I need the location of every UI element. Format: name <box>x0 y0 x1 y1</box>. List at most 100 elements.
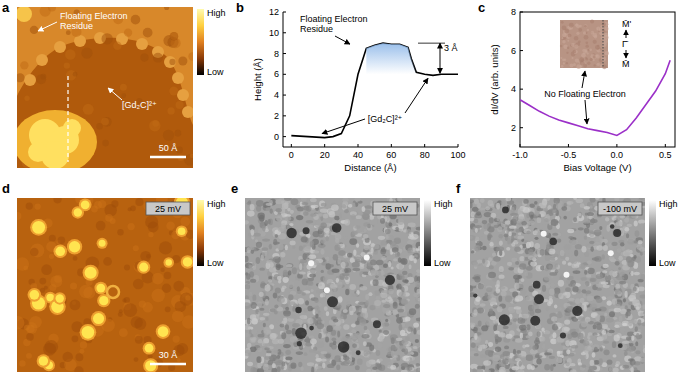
texture <box>347 301 351 306</box>
texture <box>392 221 396 225</box>
scale-bar <box>150 363 186 366</box>
texture <box>24 325 30 331</box>
texture <box>188 52 193 60</box>
texture <box>488 200 494 206</box>
texture <box>307 362 314 366</box>
texture <box>358 302 366 305</box>
texture <box>17 257 29 271</box>
texture <box>310 213 316 217</box>
texture <box>413 328 416 334</box>
texture <box>379 329 382 332</box>
texture <box>534 201 538 205</box>
stm-image <box>245 198 420 372</box>
image-bg <box>17 7 193 168</box>
colorbar-label: Low <box>207 67 224 77</box>
texture <box>319 312 323 317</box>
texture <box>182 315 193 328</box>
texture <box>620 326 624 333</box>
colorbar-label: High <box>207 199 226 209</box>
panel-label: f <box>456 181 461 196</box>
adsorbate <box>56 294 64 302</box>
profile-line <box>67 76 68 162</box>
texture <box>310 339 317 345</box>
adsorbate <box>85 267 97 279</box>
texture <box>185 295 190 300</box>
texture <box>360 313 365 317</box>
stm-image <box>470 198 645 372</box>
texture <box>578 227 584 230</box>
texture <box>270 209 273 214</box>
adsorbate-halo <box>37 354 51 368</box>
texture <box>263 364 269 371</box>
dark-spot <box>385 275 395 285</box>
residue-bump <box>54 41 66 53</box>
texture <box>26 333 34 341</box>
texture <box>178 56 187 65</box>
texture <box>245 350 251 356</box>
adsorbate <box>55 246 65 256</box>
texture <box>392 310 398 315</box>
texture <box>608 275 611 281</box>
texture <box>275 208 281 212</box>
texture <box>148 222 159 233</box>
texture <box>391 350 394 356</box>
texture <box>133 279 144 290</box>
texture <box>374 300 381 306</box>
texture <box>246 273 250 280</box>
adsorbate <box>183 257 193 267</box>
texture <box>354 225 360 229</box>
texture <box>641 322 645 326</box>
texture <box>352 231 358 235</box>
texture <box>284 202 289 209</box>
texture <box>160 268 165 273</box>
texture <box>416 227 420 231</box>
texture <box>381 323 386 327</box>
texture <box>585 319 591 322</box>
colorbar-label: High <box>207 8 226 18</box>
texture <box>331 338 336 342</box>
texture <box>383 304 390 308</box>
texture <box>49 254 54 259</box>
texture <box>301 198 307 201</box>
texture <box>344 276 350 282</box>
texture <box>391 345 396 352</box>
texture <box>365 205 372 209</box>
texture <box>256 356 261 363</box>
texture <box>269 267 276 272</box>
adsorbate <box>74 208 82 216</box>
texture <box>250 279 256 283</box>
texture <box>265 299 269 305</box>
texture <box>368 292 372 296</box>
texture <box>635 230 640 237</box>
texture <box>249 224 254 228</box>
texture <box>300 366 303 370</box>
texture <box>352 344 357 348</box>
texture <box>362 214 369 220</box>
texture <box>394 252 400 257</box>
texture <box>609 256 615 261</box>
adsorbate <box>145 360 156 371</box>
annotation: [Gd₂C]²⁺ <box>122 100 157 110</box>
texture <box>483 223 489 229</box>
texture <box>351 214 356 219</box>
texture <box>349 351 355 355</box>
texture <box>374 244 381 250</box>
adsorbate <box>96 284 105 293</box>
dark-spot <box>332 223 342 233</box>
texture <box>274 311 278 315</box>
texture <box>70 299 81 310</box>
texture <box>390 365 396 370</box>
texture <box>389 222 393 226</box>
texture <box>635 326 638 332</box>
texture <box>73 72 78 77</box>
texture <box>247 318 250 325</box>
texture <box>554 305 557 309</box>
texture <box>17 73 25 82</box>
bright-spot <box>63 119 81 137</box>
texture <box>342 273 350 276</box>
texture <box>337 281 343 288</box>
texture <box>545 307 549 312</box>
texture <box>262 226 266 231</box>
adsorbate-halo <box>176 225 188 237</box>
texture <box>534 237 538 240</box>
